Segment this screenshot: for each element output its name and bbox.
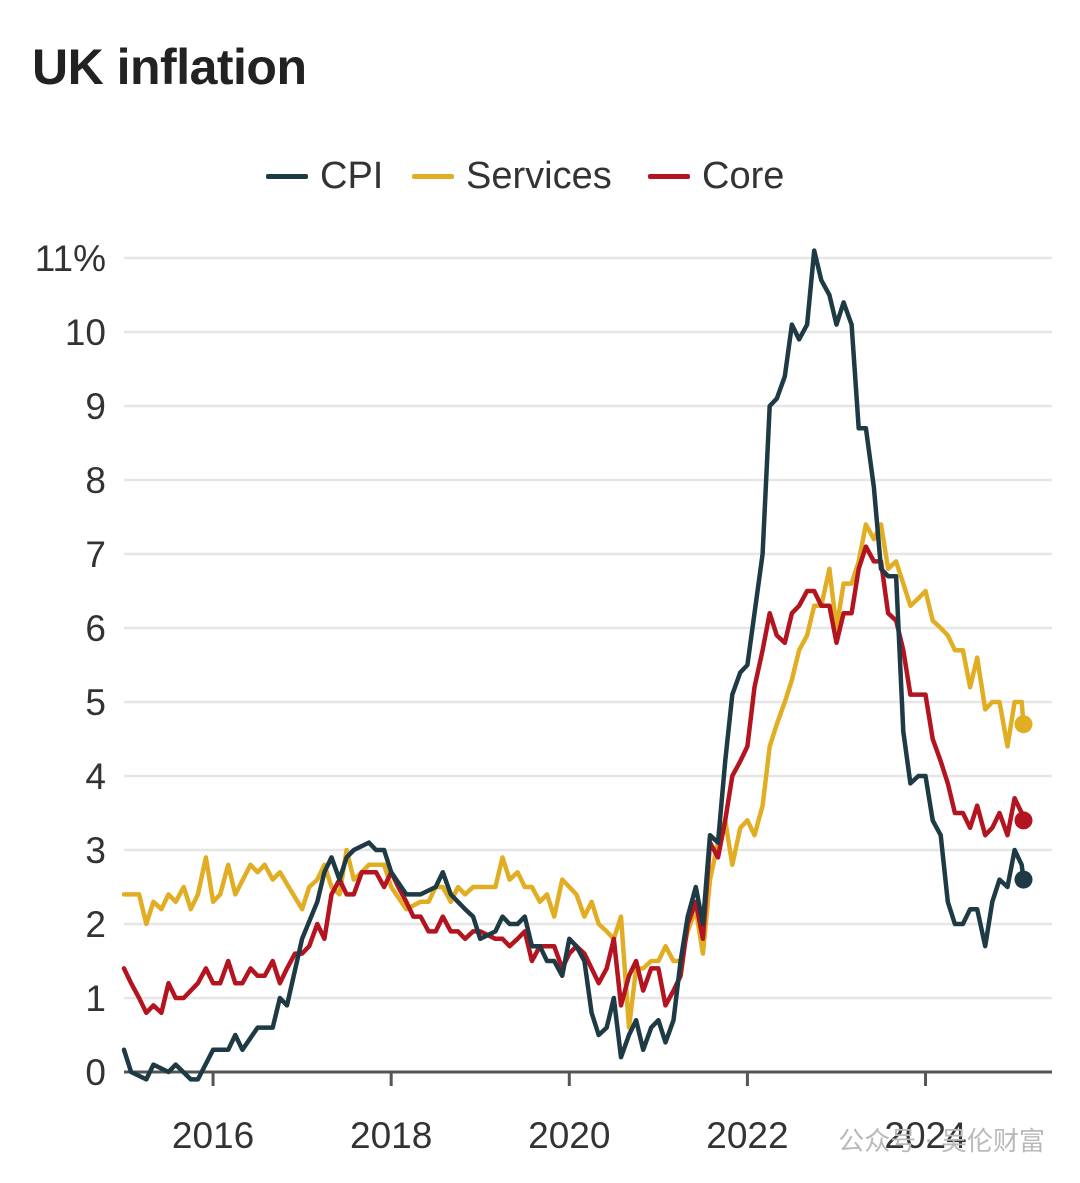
x-tick-label: 2016 — [172, 1115, 254, 1156]
watermark-text: 公众号 · 吴伦财富 — [838, 1127, 1045, 1157]
legend-swatch-cpi — [266, 173, 308, 179]
legend-item-core: Core — [648, 150, 784, 202]
series-end-markers — [1014, 715, 1033, 889]
y-tick-label: 11% — [35, 238, 106, 279]
x-tick-label: 2018 — [350, 1115, 432, 1156]
legend-label-core: Core — [702, 154, 785, 197]
end-marker-cpi — [1014, 870, 1033, 889]
legend-label-cpi: CPI — [320, 154, 384, 197]
legend: CPI Services Core — [0, 150, 1080, 202]
y-tick-label: 8 — [85, 460, 106, 501]
y-tick-label: 7 — [85, 534, 106, 575]
legend-item-services: Services — [412, 150, 612, 202]
y-tick-label: 6 — [85, 608, 106, 649]
y-tick-label: 9 — [85, 386, 106, 427]
x-axis: 2016 2018 2020 2022 2024 — [124, 1070, 1052, 1156]
legend-swatch-core — [648, 173, 690, 179]
chart-title: UK inflation — [32, 39, 307, 95]
y-tick-label: 10 — [65, 312, 106, 353]
x-tick-label: 2024 — [884, 1115, 966, 1156]
legend-item-cpi: CPI — [266, 150, 383, 202]
grid-lines — [124, 256, 1052, 1000]
series-line-cpi — [121, 248, 1026, 1082]
x-tick-label: 2022 — [706, 1115, 788, 1156]
y-tick-label: 4 — [85, 756, 106, 797]
y-axis-tick-labels: 0 1 2 3 4 5 6 7 8 9 10 11% — [35, 238, 106, 1093]
y-tick-label: 2 — [85, 904, 106, 945]
y-tick-label: 3 — [85, 830, 106, 871]
y-tick-label: 0 — [85, 1052, 106, 1093]
y-tick-label: 5 — [85, 682, 106, 723]
legend-swatch-services — [412, 173, 454, 179]
legend-label-services: Services — [466, 154, 612, 197]
end-marker-core — [1014, 811, 1033, 830]
series-lines — [121, 248, 1026, 1082]
series-line-services — [121, 522, 1026, 1030]
y-tick-label: 1 — [85, 978, 106, 1019]
end-marker-services — [1014, 715, 1033, 734]
x-tick-label: 2020 — [528, 1115, 610, 1156]
